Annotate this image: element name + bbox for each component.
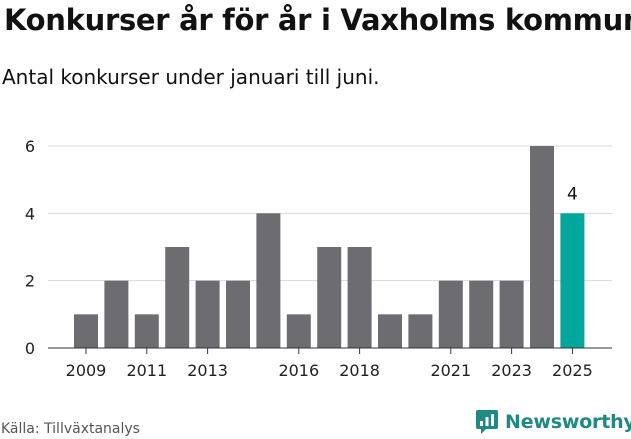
x-tick-label: 2013 bbox=[187, 361, 228, 380]
bar bbox=[74, 314, 98, 348]
y-tick-label: 4 bbox=[25, 204, 35, 223]
bar-chart: 0 2 4 6 4 2009 2011 2013 2016 2018 2021 2023 2025 bbox=[25, 137, 612, 380]
chart-subtitle: Antal konkurser under januari till juni. bbox=[2, 65, 380, 89]
bar bbox=[499, 280, 524, 348]
bar bbox=[317, 247, 342, 348]
data-label: 4 bbox=[567, 184, 578, 204]
brand-name: Newsworthy bbox=[505, 411, 631, 433]
bar bbox=[256, 213, 281, 348]
bar bbox=[286, 314, 311, 348]
bar bbox=[104, 280, 129, 348]
x-tick-label: 2016 bbox=[278, 361, 319, 380]
x-tick-label: 2009 bbox=[66, 361, 107, 380]
newsworthy-logo-icon bbox=[476, 410, 498, 434]
x-tick-label: 2018 bbox=[339, 361, 380, 380]
y-tick-label: 0 bbox=[25, 339, 35, 358]
y-tick-label: 2 bbox=[25, 272, 35, 291]
bar bbox=[226, 280, 250, 348]
bar bbox=[408, 314, 433, 348]
x-tick-label: 2011 bbox=[126, 361, 167, 380]
bar bbox=[165, 247, 190, 348]
bar bbox=[469, 280, 494, 348]
bar bbox=[195, 280, 220, 348]
bar bbox=[134, 314, 159, 348]
x-tick-label: 2021 bbox=[430, 361, 471, 380]
bar-highlight bbox=[560, 213, 585, 348]
bar bbox=[438, 280, 463, 348]
x-tick-label: 2025 bbox=[552, 361, 593, 380]
chart-title: Konkurser år för år i Vaxholms kommun bbox=[4, 3, 631, 37]
bar bbox=[530, 146, 554, 348]
source-note: Källa: Tillväxtanalys bbox=[1, 421, 140, 437]
bar bbox=[347, 247, 372, 348]
x-tick-label: 2023 bbox=[491, 361, 532, 380]
brand-logo: Newsworthy bbox=[475, 407, 631, 437]
y-tick-label: 6 bbox=[25, 137, 35, 156]
bar bbox=[378, 314, 402, 348]
